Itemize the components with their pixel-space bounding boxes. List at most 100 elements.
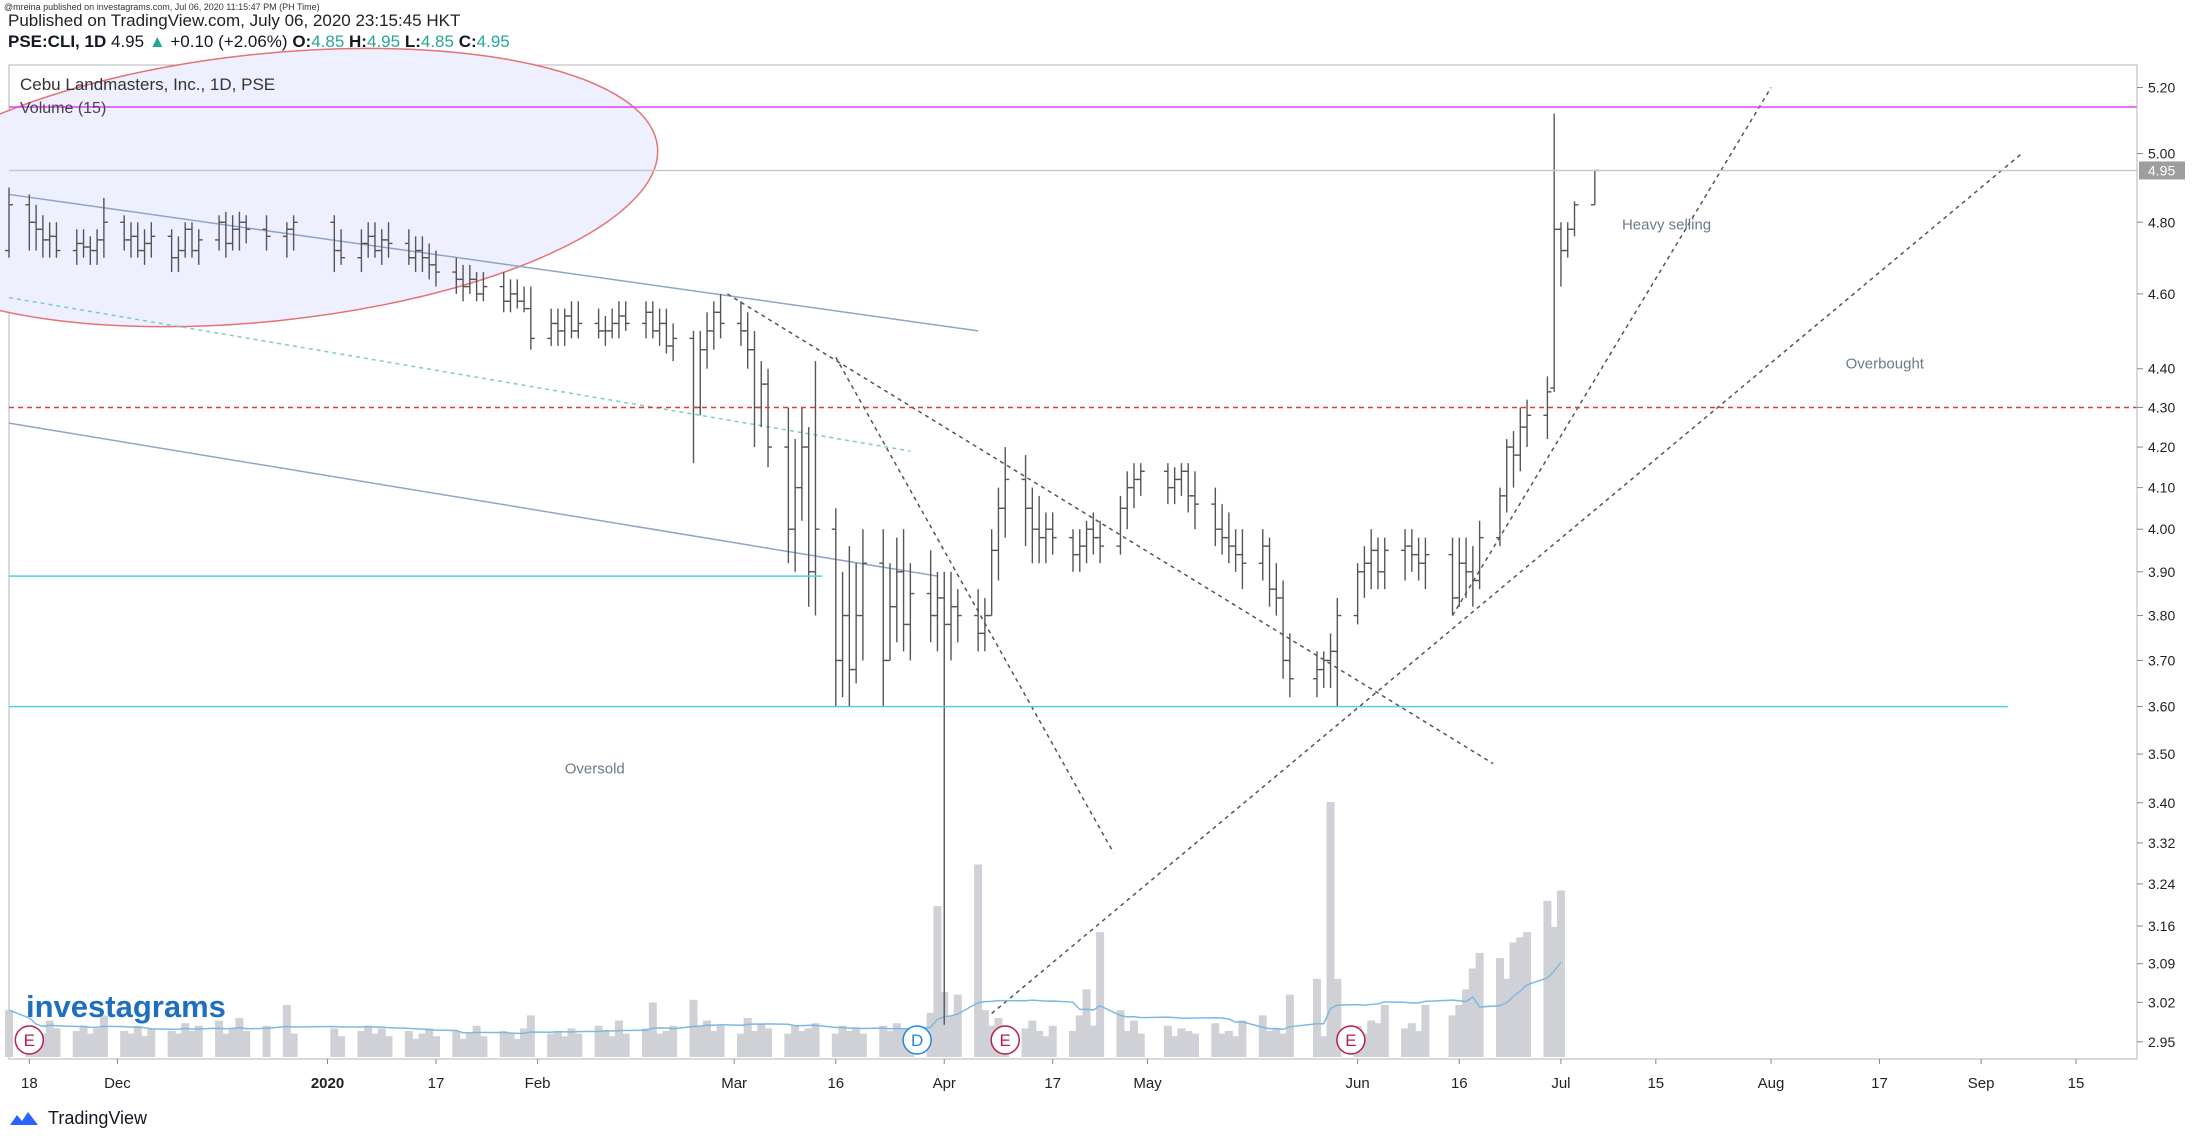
- ohlc-bar: [567, 301, 576, 339]
- ohlc-bar: [994, 487, 1003, 581]
- event-marker: D: [902, 1025, 932, 1055]
- ohlc-bar: [1265, 537, 1274, 607]
- y-tick-label: 4.10: [2148, 480, 2175, 496]
- price-lines-layer: [9, 106, 2137, 708]
- ohlc-bar: [1509, 431, 1518, 488]
- event-marker-circle: [1336, 1025, 1366, 1055]
- ohlc-bar: [1048, 512, 1057, 555]
- y-tick-label: 3.16: [2148, 918, 2175, 934]
- y-tick-label: 2.95: [2148, 1034, 2175, 1050]
- x-tick-label: Dec: [104, 1075, 131, 1092]
- ohlc-bar: [1556, 222, 1565, 287]
- y-tick-label: 3.09: [2148, 956, 2175, 972]
- last-price-tag-label: 4.95: [2148, 162, 2175, 178]
- legend-indicator: Volume (15): [20, 100, 106, 117]
- volume-bar: [953, 994, 962, 1057]
- ohlc-bar: [797, 407, 806, 521]
- volume-bar: [804, 1028, 813, 1057]
- watermark-text: investagrams: [26, 989, 226, 1024]
- event-marker-label: E: [1000, 1031, 1011, 1050]
- volume-bar: [1414, 1030, 1423, 1057]
- volume-bar: [72, 1030, 81, 1057]
- volume-bar: [404, 1030, 413, 1057]
- ohlc-bar: [879, 529, 888, 707]
- volume-bar: [648, 1002, 657, 1057]
- volume-bar: [86, 1033, 95, 1057]
- volume-bar: [838, 1025, 847, 1057]
- event-marker-label: E: [24, 1031, 35, 1050]
- volume-bar: [364, 1025, 373, 1057]
- volume-bar: [1041, 1036, 1050, 1057]
- low-value: 4.85: [420, 32, 454, 51]
- volume-bar: [5, 1010, 13, 1057]
- ohlc-bar: [242, 215, 251, 244]
- volume-bar: [567, 1028, 576, 1057]
- volume-bar: [506, 1033, 515, 1057]
- x-tick-label: 2020: [311, 1075, 344, 1092]
- volume-bar: [614, 1020, 623, 1057]
- ohlc-bar: [1421, 537, 1430, 590]
- event-marker: E: [990, 1025, 1020, 1055]
- ohlc-bar: [1590, 169, 1599, 206]
- volume-bar: [479, 1036, 488, 1057]
- x-tick-label: 17: [428, 1075, 445, 1092]
- volume-bar: [194, 1025, 203, 1057]
- last-price-tag: [2139, 161, 2185, 180]
- volume-bar: [892, 1023, 901, 1057]
- y-tick-label: 3.32: [2148, 835, 2175, 851]
- volume-bar: [1448, 1015, 1457, 1057]
- open-label: O:: [292, 32, 312, 51]
- ohlc-bar: [499, 272, 508, 313]
- ohlc-bar: [560, 308, 569, 346]
- ohlc-bar: [648, 301, 657, 339]
- ohlc-bar: [1218, 504, 1227, 555]
- high-label: H:: [349, 32, 367, 51]
- ohlc-bar: [1326, 633, 1335, 688]
- volume-bar: [1550, 926, 1559, 1057]
- tradingview-logo[interactable]: TradingView: [8, 1108, 147, 1129]
- ohlc-bar: [1516, 407, 1525, 472]
- trend-line: [8, 296, 911, 452]
- volume-bar: [1089, 1025, 1098, 1057]
- volume-bar: [1211, 1023, 1220, 1057]
- y-tick-label: 4.60: [2148, 286, 2175, 302]
- ohlc-bar: [852, 563, 861, 684]
- volume-bar: [52, 1028, 61, 1057]
- ohlc-bar: [479, 272, 488, 302]
- ohlc-bar: [1570, 201, 1579, 237]
- volume-bar: [1401, 1028, 1410, 1057]
- volume-bar: [696, 1025, 705, 1057]
- volume-bar: [93, 1028, 102, 1057]
- volume-bar: [703, 1020, 712, 1057]
- ohlc-bar: [1475, 520, 1484, 590]
- volume-bar: [1407, 1023, 1416, 1057]
- y-tick-label: 5.20: [2148, 80, 2175, 96]
- ohlc-bar: [526, 286, 535, 350]
- ohlc-bar: [926, 550, 935, 643]
- ohlc-bar: [811, 361, 820, 616]
- ohlc-bar: [1028, 487, 1037, 564]
- ohlc-bar: [1380, 537, 1389, 590]
- ohlc-bar: [980, 597, 989, 652]
- ohlc-bar: [553, 308, 562, 346]
- ohlc-bar: [831, 508, 840, 707]
- volume-bar: [1373, 1023, 1382, 1057]
- close-value: 4.95: [476, 32, 510, 51]
- ohlc-bar: [1089, 512, 1098, 555]
- volume-bar: [330, 1028, 339, 1057]
- ohlc-bar: [262, 215, 271, 251]
- ohlc-bar: [1462, 537, 1471, 598]
- event-marker-circle: [902, 1025, 932, 1055]
- ohlc-bar: [669, 323, 678, 362]
- ohlc-bar: [5, 187, 13, 258]
- ohlc-bar: [987, 529, 996, 617]
- volume-bar: [1421, 1004, 1430, 1057]
- x-tick-label: 17: [1871, 1075, 1888, 1092]
- trend-line: [8, 193, 979, 332]
- ohlc-bar: [1177, 463, 1186, 496]
- volume-bar: [1326, 802, 1335, 1057]
- investagrams-watermark: investagrams: [26, 989, 226, 1024]
- volume-bar: [1035, 1030, 1044, 1057]
